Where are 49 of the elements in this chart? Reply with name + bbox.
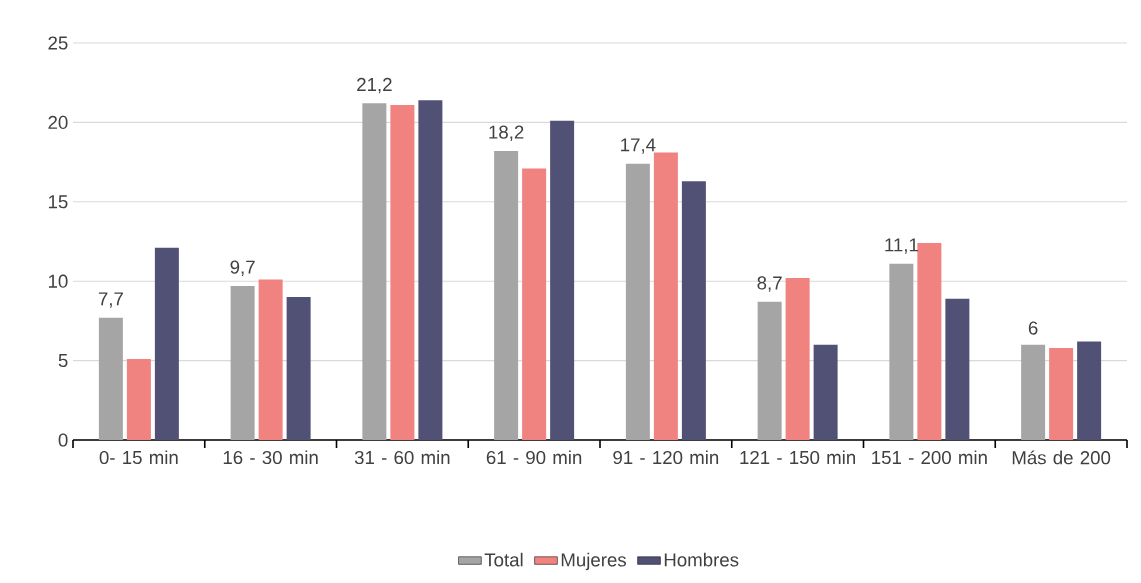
x-tick-label: Más de 200 — [1012, 450, 1111, 465]
bar — [494, 150, 519, 440]
y-tick-label: 0 — [58, 433, 68, 447]
x-tick-label: 151 - 200 min — [872, 450, 987, 465]
bar — [362, 103, 387, 440]
bar — [889, 263, 914, 440]
bar — [1077, 341, 1102, 440]
x-tick-label: 0- 15 min — [99, 450, 178, 465]
x-tick-label: 121 - 150 min — [740, 450, 856, 465]
data-label: 21,2 — [357, 77, 392, 94]
bar — [550, 120, 575, 440]
y-tick-label: 15 — [48, 195, 68, 209]
data-label: 8,7 — [757, 276, 782, 292]
bar — [757, 301, 782, 440]
bar — [126, 359, 151, 440]
bar — [154, 247, 179, 440]
legend-label: Total — [484, 552, 523, 567]
bar — [625, 163, 650, 440]
bar — [390, 104, 415, 440]
legend-label: Mujeres — [561, 552, 627, 571]
data-label: 18,2 — [489, 125, 524, 141]
bar — [98, 317, 123, 440]
bar — [813, 344, 838, 440]
data-label: 6 — [1028, 321, 1038, 335]
bar — [785, 278, 810, 440]
bar — [653, 152, 678, 440]
bar — [917, 243, 942, 440]
bar — [230, 285, 255, 440]
bar — [286, 297, 311, 440]
y-tick-label: 10 — [48, 274, 68, 288]
bar — [1049, 347, 1074, 440]
bar — [945, 298, 970, 440]
x-tick-label: 61 - 90 min — [486, 450, 582, 465]
bar — [681, 181, 706, 440]
bar — [1021, 344, 1046, 440]
y-tick-label: 25 — [48, 36, 68, 50]
data-label: 7,7 — [98, 292, 123, 308]
x-tick-label: 16 - 30 min — [223, 450, 318, 465]
bar — [418, 100, 443, 440]
x-tick-label: 31 - 60 min — [354, 450, 450, 465]
y-tick-label: 5 — [58, 354, 68, 368]
bar — [258, 279, 283, 440]
legend-label: Hombres — [664, 552, 739, 567]
x-tick-label: 91 - 120 min — [613, 450, 719, 465]
bar — [522, 168, 547, 440]
data-label: 9,7 — [230, 260, 255, 276]
y-tick-label: 20 — [48, 115, 68, 130]
data-label: 17,4 — [621, 138, 656, 154]
data-label: 11,1 — [885, 238, 918, 254]
